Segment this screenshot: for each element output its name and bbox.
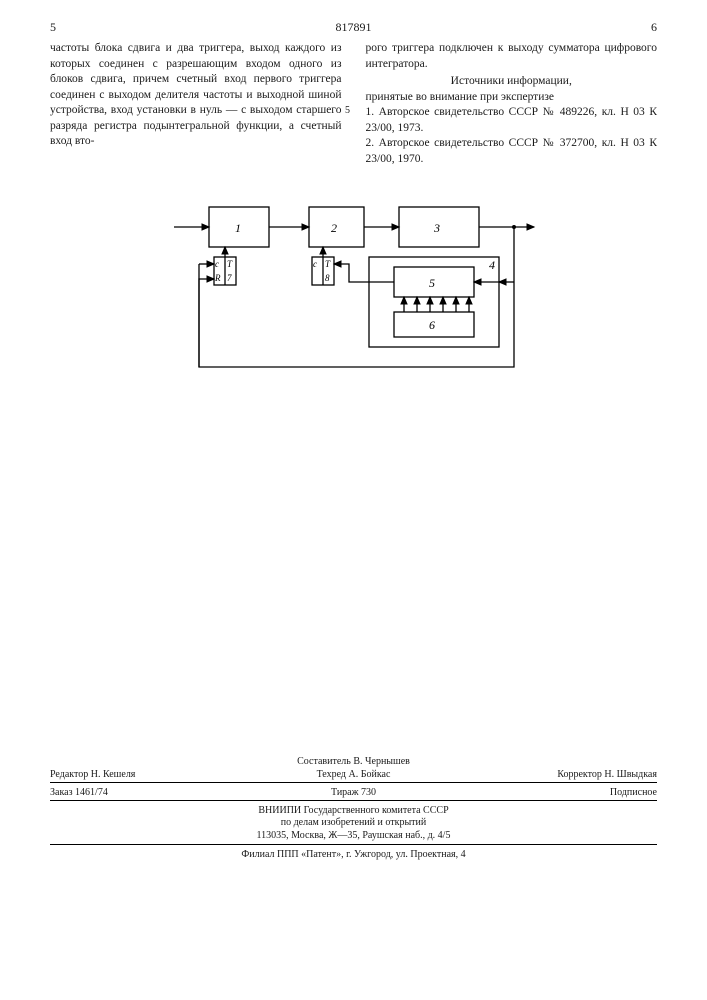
block-8-label: 8 bbox=[325, 273, 330, 283]
reference-1: 1. Авторское свидетельство СССР № 489226… bbox=[366, 106, 658, 134]
block-7-T: T bbox=[227, 259, 233, 269]
compiler-line: Составитель В. Чернышев bbox=[50, 756, 657, 767]
block-7-label: 7 bbox=[227, 273, 232, 283]
block-8-c: c bbox=[313, 259, 317, 269]
order-number: Заказ 1461/74 bbox=[50, 787, 252, 798]
sources-title: Источники информации, bbox=[366, 74, 658, 90]
block-3-label: 3 bbox=[433, 221, 440, 235]
page-header: 5 817891 6 bbox=[50, 20, 657, 35]
block-7-R: R bbox=[214, 273, 221, 283]
subscription: Подписное bbox=[455, 787, 657, 798]
reference-2: 2. Авторское свидетельство СССР № 372700… bbox=[366, 137, 658, 165]
organization-line-1: ВНИИПИ Государственного комитета СССР bbox=[50, 805, 657, 818]
footer-rule-1 bbox=[50, 782, 657, 783]
column-left: частоты блока сдвига и два триггера, вых… bbox=[50, 41, 342, 167]
print-row: Заказ 1461/74 Тираж 730 Подписное bbox=[50, 787, 657, 798]
left-paragraph: частоты блока сдвига и два триггера, вых… bbox=[50, 42, 342, 147]
block-7-c: c bbox=[215, 259, 219, 269]
patent-number: 817891 bbox=[90, 20, 617, 35]
line-marker-5: 5 bbox=[345, 105, 350, 116]
imprint-footer: Составитель В. Чернышев Редактор Н. Кеше… bbox=[50, 756, 657, 861]
address-line-2: Филиал ППП «Патент», г. Ужгород, ул. Про… bbox=[50, 849, 657, 860]
page-number-right: 6 bbox=[617, 20, 657, 35]
credits-row: Редактор Н. Кешеля Техред А. Бойкас Корр… bbox=[50, 769, 657, 780]
page-number-left: 5 bbox=[50, 20, 90, 35]
address-line-1: 113035, Москва, Ж—35, Раушская наб., д. … bbox=[50, 830, 657, 843]
editor: Редактор Н. Кешеля bbox=[50, 769, 252, 780]
block-4-label: 4 bbox=[489, 258, 495, 272]
sources-subtitle: принятые во внимание при экспертизе bbox=[366, 91, 555, 103]
block-2-label: 2 bbox=[331, 221, 337, 235]
block-1-label: 1 bbox=[235, 221, 241, 235]
block-6-label: 6 bbox=[429, 318, 435, 332]
footer-rule-2 bbox=[50, 800, 657, 801]
block-diagram: 1 2 3 T 7 c R T 8 c 4 5 6 bbox=[169, 197, 539, 397]
right-paragraph-1: рого триггера подключен к выходу суммато… bbox=[366, 42, 658, 70]
text-columns: частоты блока сдвига и два триггера, вых… bbox=[50, 41, 657, 167]
column-right: рого триггера подключен к выходу суммато… bbox=[366, 41, 658, 167]
block-8-T: T bbox=[325, 259, 331, 269]
organization-line-2: по делам изобретений и открытий bbox=[50, 817, 657, 830]
footer-rule-3 bbox=[50, 844, 657, 845]
block-5-label: 5 bbox=[429, 276, 435, 290]
print-run: Тираж 730 bbox=[252, 787, 454, 798]
corrector: Корректор Н. Швыдкая bbox=[455, 769, 657, 780]
block-4 bbox=[369, 257, 499, 347]
tech-editor: Техред А. Бойкас bbox=[252, 769, 454, 780]
